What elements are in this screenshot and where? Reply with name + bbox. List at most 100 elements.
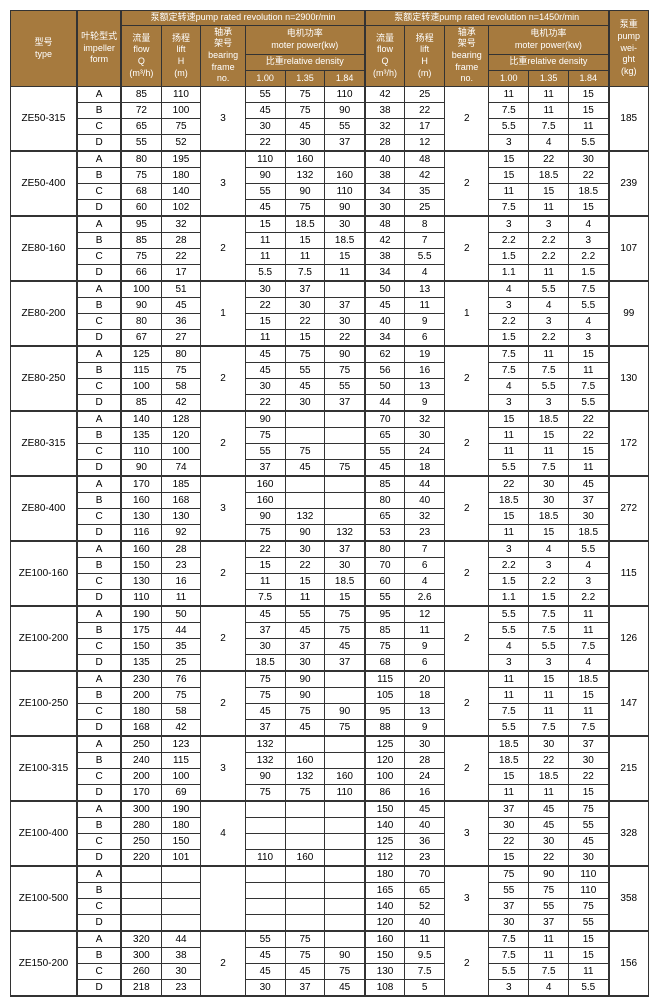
table-row: C11010055755524111115 (11, 444, 649, 460)
cell-h1: 23 (161, 558, 201, 574)
table-row: D1352518.53037686334 (11, 655, 649, 672)
cell-p12 (285, 493, 325, 509)
cell-q2: 80 (365, 541, 405, 558)
cell-p22: 15 (529, 671, 569, 688)
col-rev-1450: 泵额定转速pump rated revolution n=1450r/min (365, 11, 609, 26)
table-row: D8542223037449335.5 (11, 395, 649, 412)
cell-q2: 50 (365, 281, 405, 298)
cell-p13: 90 (325, 200, 365, 217)
cell-h2: 22 (405, 103, 445, 119)
cell-q2: 38 (365, 168, 405, 184)
cell-p11: 110 (245, 850, 285, 867)
cell-p23: 75 (569, 899, 609, 915)
table-row: C657530455532175.57.511 (11, 119, 649, 135)
cell-p23: 75 (569, 801, 609, 818)
cell-q1: 130 (121, 574, 161, 590)
cell-h2: 40 (405, 493, 445, 509)
cell-p13 (325, 671, 365, 688)
cell-p22: 15 (529, 428, 569, 444)
cell-q1: 230 (121, 671, 161, 688)
cell-p11: 11 (245, 330, 285, 347)
cell-p22: 2.2 (529, 574, 569, 590)
cell-p21: 15 (489, 151, 529, 168)
pump-spec-table: 型号type叶轮型式impellerform泵额定转速pump rated re… (10, 10, 649, 997)
cell-p13: 18.5 (325, 233, 365, 249)
cell-h1: 23 (161, 980, 201, 997)
table-row: D1706975751108616111115 (11, 785, 649, 802)
cell-p23: 3 (569, 233, 609, 249)
cell-p22: 3 (529, 558, 569, 574)
cell-p11 (245, 801, 285, 818)
cell-p22: 18.5 (529, 168, 569, 184)
cell-q2: 88 (365, 720, 405, 737)
cell-p12 (285, 834, 325, 850)
cell-p13 (325, 866, 365, 883)
cell-q1 (121, 866, 161, 883)
cell-q2: 45 (365, 298, 405, 314)
cell-p12: 45 (285, 379, 325, 395)
col-rev-2900: 泵额定转速pump rated revolution n=2900r/min (121, 11, 365, 26)
table-row: B300384575901509.57.51115 (11, 948, 649, 964)
cell-h2: 40 (405, 915, 445, 932)
cell-q2: 38 (365, 249, 405, 265)
cell-p21: 7.5 (489, 948, 529, 964)
table-row: D110117.51115552.61.11.52.2 (11, 590, 649, 607)
cell-p22: 18.5 (529, 411, 569, 428)
cell-impeller: B (77, 688, 121, 704)
cell-p23: 55 (569, 915, 609, 932)
cell-impeller: D (77, 525, 121, 542)
cell-p21: 11 (489, 184, 529, 200)
cell-h2: 12 (405, 606, 445, 623)
cell-h1: 140 (161, 184, 201, 200)
cell-h2: 20 (405, 671, 445, 688)
cell-impeller: D (77, 590, 121, 607)
cell-type: ZE100-250 (11, 671, 77, 736)
cell-p23: 18.5 (569, 671, 609, 688)
cell-h2: 23 (405, 850, 445, 867)
cell-p22: 3 (529, 655, 569, 672)
cell-p21: 2.2 (489, 233, 529, 249)
cell-p11: 11 (245, 233, 285, 249)
cell-p21: 3 (489, 135, 529, 152)
cell-p21: 55 (489, 883, 529, 899)
cell-p22: 7.5 (529, 623, 569, 639)
cell-impeller: C (77, 249, 121, 265)
table-row: C25015012536223045 (11, 834, 649, 850)
cell-p11: 7.5 (245, 590, 285, 607)
col-d100-1450: 1.00 (489, 70, 529, 86)
cell-h2: 11 (405, 623, 445, 639)
cell-bearing-2900: 3 (201, 476, 245, 541)
cell-p21: 15 (489, 769, 529, 785)
cell-h2: 28 (405, 753, 445, 769)
cell-impeller: A (77, 411, 121, 428)
table-row: ZE150-200A32044255751601127.51115156 (11, 931, 649, 948)
cell-p22: 15 (529, 525, 569, 542)
cell-p21: 15 (489, 850, 529, 867)
cell-impeller: B (77, 363, 121, 379)
table-row: ZE50-400A80195311016040482152230239 (11, 151, 649, 168)
cell-p22: 3 (529, 314, 569, 330)
cell-p13 (325, 883, 365, 899)
cell-h2: 9.5 (405, 948, 445, 964)
cell-p12: 30 (285, 395, 325, 412)
cell-p21: 22 (489, 476, 529, 493)
cell-p12: 30 (285, 135, 325, 152)
table-row: ZE100-160A1602822230378072345.5115 (11, 541, 649, 558)
cell-p23: 18.5 (569, 525, 609, 542)
cell-p13 (325, 736, 365, 753)
cell-p12: 22 (285, 558, 325, 574)
table-row: B1157545557556167.57.511 (11, 363, 649, 379)
cell-impeller: A (77, 736, 121, 753)
cell-q1: 220 (121, 850, 161, 867)
cell-h2: 9 (405, 314, 445, 330)
cell-p13: 90 (325, 103, 365, 119)
cell-p11: 15 (245, 558, 285, 574)
cell-p21: 3 (489, 541, 529, 558)
cell-p12: 45 (285, 460, 325, 477)
cell-p22: 11 (529, 785, 569, 802)
cell-p23: 45 (569, 834, 609, 850)
cell-impeller: D (77, 200, 121, 217)
cell-p12: 37 (285, 980, 325, 997)
cell-p11: 55 (245, 444, 285, 460)
cell-p13 (325, 151, 365, 168)
